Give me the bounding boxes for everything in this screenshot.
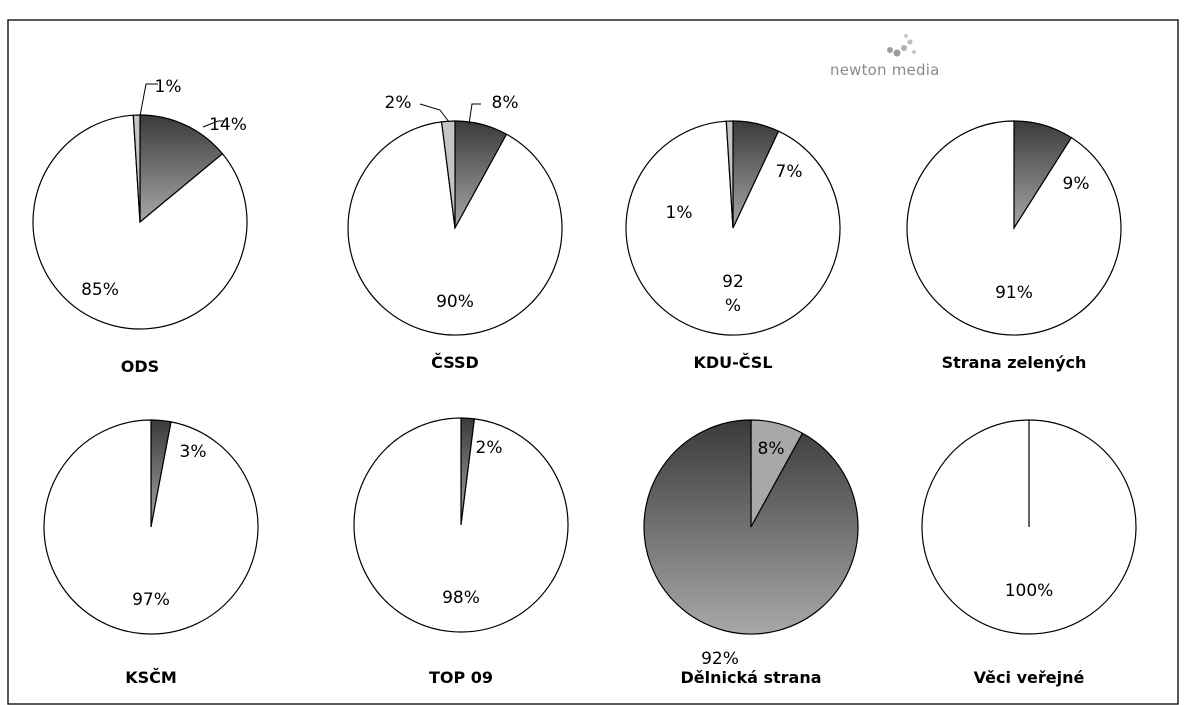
pie-chart-1: 1% 14% 85% ODS <box>32 77 248 376</box>
pct-label: 3% <box>180 442 207 462</box>
pct-label: 92% <box>722 272 744 316</box>
pct-label: 7% <box>776 162 803 182</box>
logo-text: newton media <box>830 61 939 79</box>
pct-label: 14% <box>209 115 247 135</box>
pct-label: 1% <box>155 77 182 97</box>
pct-label-line: % <box>725 296 741 316</box>
pie-title: Věci veřejné <box>974 668 1085 687</box>
pct-label: 92% <box>701 649 739 669</box>
pct-label: 8% <box>492 93 519 113</box>
pct-label: 9% <box>1063 174 1090 194</box>
newton-media-logo: newton media <box>830 34 939 79</box>
pie-chart-6: 2% 98% TOP 09 <box>353 417 569 687</box>
pct-label: 90% <box>436 292 474 312</box>
pie-title: TOP 09 <box>429 668 493 687</box>
pie-chart-7: 8% 92%Dělnická strana <box>643 419 859 687</box>
pct-label: 100% <box>1005 581 1054 601</box>
slice-rest <box>32 114 248 330</box>
pct-label: 85% <box>81 280 119 300</box>
pie-chart-4: 9% 91% Strana zelených <box>906 120 1122 372</box>
plot-frame <box>7 19 1179 705</box>
slice-other <box>725 120 734 229</box>
slice-rest <box>353 417 569 633</box>
slice-rest <box>643 419 859 635</box>
slice-rest <box>43 419 259 635</box>
pct-label: 91% <box>995 283 1033 303</box>
pie-title: KSČM <box>125 668 177 687</box>
pie-title: KDU-ČSL <box>693 353 772 372</box>
label-leader-line <box>419 103 450 123</box>
pie-chart-5: 3% 97% KSČM <box>43 419 259 687</box>
pie-title: Strana zelených <box>942 353 1087 372</box>
slice-rest <box>625 120 841 336</box>
pct-label: 1% <box>666 203 693 223</box>
pie-title: Dělnická strana <box>680 668 821 687</box>
slice-rest <box>906 120 1122 336</box>
label-leader-line <box>202 120 225 128</box>
pct-label: 2% <box>476 438 503 458</box>
label-leader-line <box>468 103 481 125</box>
pie-chart-2: 2% 8% 90% ČSSD <box>347 93 563 372</box>
pct-label-line: 92 <box>722 272 744 292</box>
pie-chart-3: 1% 7% 92 % KDU-ČSL <box>625 120 841 372</box>
slice-party <box>139 114 224 224</box>
pie-title: ČSSD <box>431 353 479 372</box>
pie-title: ODS <box>121 357 159 376</box>
pie-chart-8: 100% Věci veřejné <box>921 419 1137 687</box>
pct-label: 2% <box>385 93 412 113</box>
slice-rest <box>347 121 563 336</box>
pct-label: 98% <box>442 588 480 608</box>
label-leader-line <box>139 83 158 117</box>
logo-icon <box>887 34 916 57</box>
pct-label: 97% <box>132 590 170 610</box>
pct-label: 8% <box>758 439 785 459</box>
